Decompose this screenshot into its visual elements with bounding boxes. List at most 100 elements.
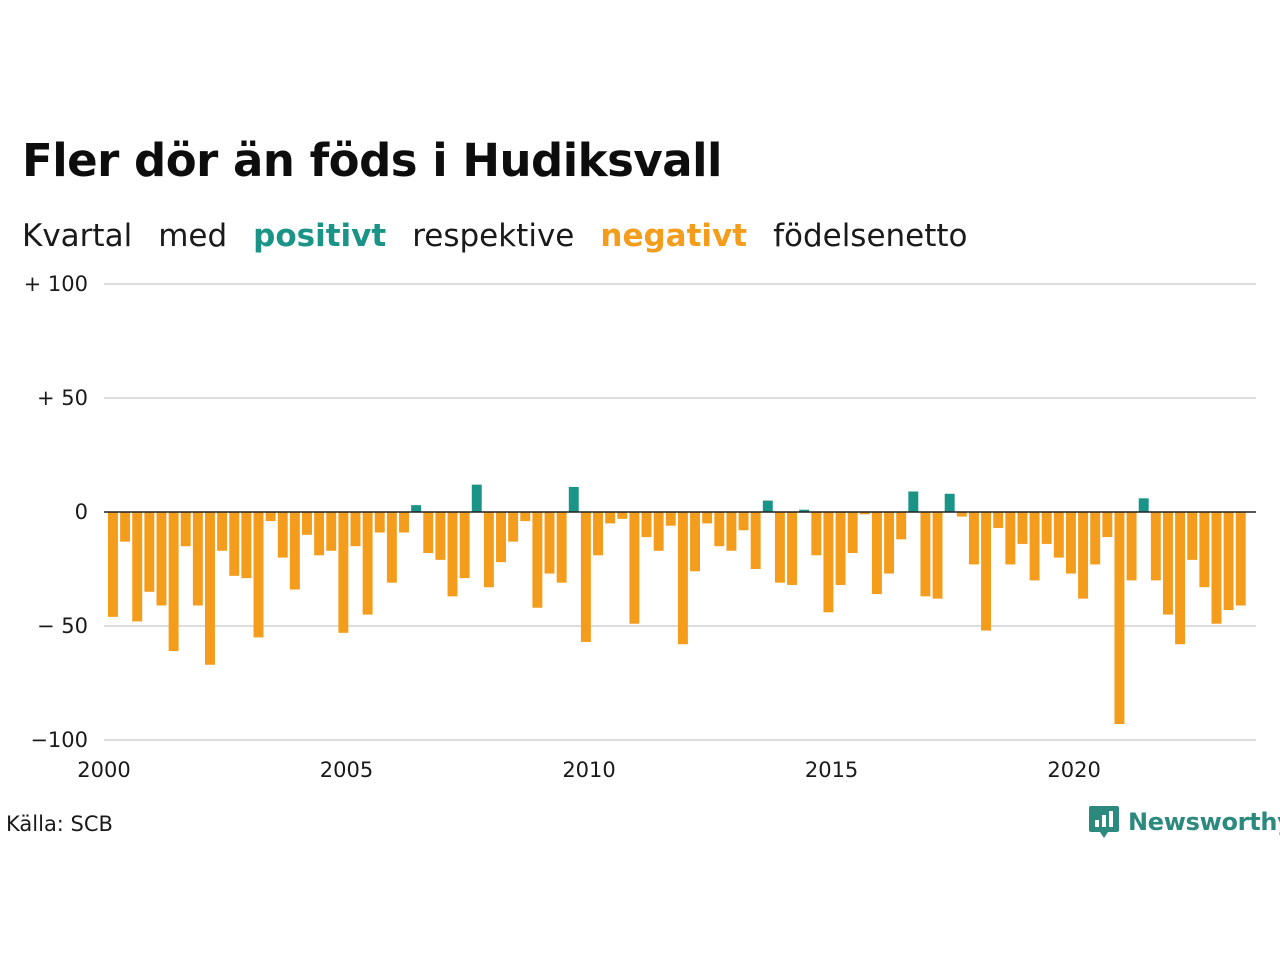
bar (399, 512, 409, 533)
bar (1102, 512, 1113, 538)
bar (1162, 512, 1173, 615)
bar (641, 512, 652, 538)
bar (726, 512, 737, 551)
bar (1090, 512, 1101, 565)
bar (411, 505, 422, 512)
bar (241, 512, 252, 579)
bar (823, 512, 834, 613)
bar (1187, 512, 1198, 560)
bar (981, 512, 992, 631)
bar (908, 491, 919, 512)
bar (144, 512, 155, 592)
bar (690, 512, 701, 572)
bar (1114, 512, 1125, 725)
bar (932, 512, 943, 599)
bar (326, 512, 337, 551)
bar (617, 512, 628, 519)
bar (520, 512, 531, 522)
bar (1199, 512, 1210, 588)
bar (217, 512, 228, 551)
bar (277, 512, 288, 558)
bar (289, 512, 300, 590)
bar (496, 512, 506, 563)
bar (738, 512, 749, 531)
bar (205, 512, 215, 665)
bar (180, 512, 191, 547)
subtitle-word-fodelsenetto: födelsenetto (773, 218, 968, 254)
bar (774, 512, 785, 583)
chart-subtitle: Kvartal med positivt respektive negativt föde… (22, 218, 968, 254)
bar (605, 512, 616, 524)
bar (532, 512, 543, 608)
bar (1078, 512, 1089, 599)
bar (156, 512, 167, 606)
bar (702, 512, 713, 524)
chart-title: Fler dör än föds i Hudiksvall (22, 134, 722, 187)
bar (508, 512, 519, 542)
bar (314, 512, 325, 556)
bar (350, 512, 361, 547)
bar (302, 512, 312, 535)
bar (423, 512, 434, 554)
bar (629, 512, 640, 624)
bar (968, 512, 979, 565)
bar (192, 512, 203, 606)
bar (1175, 512, 1186, 645)
bar (374, 512, 385, 533)
bar (884, 512, 895, 574)
x-tick-label: 2010 (562, 758, 615, 782)
bar (435, 512, 446, 560)
bar (362, 512, 373, 615)
bar (653, 512, 664, 551)
bar (1150, 512, 1161, 581)
subtitle-word-respektive: respektive (412, 218, 575, 254)
bar (896, 512, 907, 540)
bar (1223, 512, 1234, 611)
bar (544, 512, 555, 574)
bar (447, 512, 458, 597)
subtitle-word-med: med (158, 218, 228, 254)
newsworthy-chart-icon (1089, 806, 1119, 838)
x-tick-label: 2000 (77, 758, 130, 782)
bar (859, 512, 870, 515)
bar (993, 512, 1004, 528)
bar (253, 512, 264, 638)
bar (1041, 512, 1052, 544)
subtitle-negative-word: negativt (600, 218, 748, 254)
brand-name: Newsworthy (1128, 808, 1280, 836)
bar (799, 509, 810, 512)
bar (108, 512, 118, 617)
bar (386, 512, 397, 583)
bar (665, 512, 676, 526)
bar (944, 493, 955, 512)
bar-chart: + 100 + 50 0 − 50 −100 2000 2005 2010 2015 2020 (24, 272, 1256, 782)
bar (920, 512, 931, 597)
y-tick-label: − 50 (37, 614, 88, 638)
bar (1211, 512, 1222, 624)
x-tick-label: 2005 (320, 758, 373, 782)
bar (956, 512, 967, 517)
bar (132, 512, 143, 622)
bar (871, 512, 882, 595)
x-tick-label: 2015 (805, 758, 858, 782)
bar (229, 512, 240, 576)
bar (1017, 512, 1028, 544)
bar (120, 512, 131, 542)
bar (471, 484, 482, 512)
bar (1005, 512, 1016, 565)
x-tick-label: 2020 (1047, 758, 1100, 782)
bar (1235, 512, 1246, 606)
bar (580, 512, 591, 642)
bar (593, 512, 603, 556)
bar (1029, 512, 1040, 581)
bar (847, 512, 858, 554)
bar (677, 512, 688, 645)
bar (568, 486, 579, 512)
bar (1065, 512, 1076, 574)
bar (556, 512, 567, 583)
bar (483, 512, 494, 588)
y-tick-label: −100 (30, 728, 88, 752)
subtitle-word-kvartal: Kvartal (22, 218, 133, 254)
bar (811, 512, 822, 556)
bar (750, 512, 761, 569)
